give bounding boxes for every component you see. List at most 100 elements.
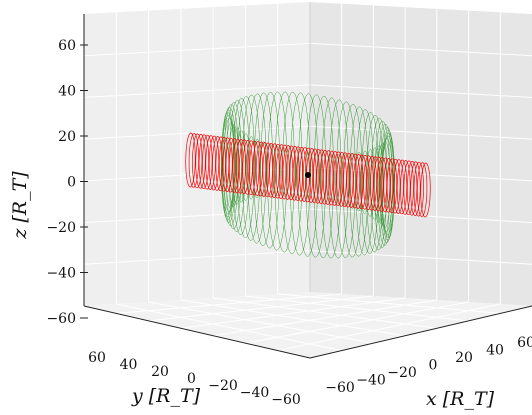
cylinder-ring xyxy=(363,155,374,211)
y-axis-ticks: 60 40 20 0 −20 −40 −60 xyxy=(88,350,301,408)
cylinder-ring xyxy=(232,138,243,194)
z-tick-label: 20 xyxy=(58,129,76,145)
cylinder-ring xyxy=(390,158,401,214)
cylinder-ring xyxy=(319,149,330,205)
cylinder-ring xyxy=(218,136,230,192)
grid-line xyxy=(116,303,342,352)
cylinder-ring xyxy=(249,140,260,196)
cylinder-ring xyxy=(192,133,203,189)
cylinder-ring xyxy=(292,146,304,202)
torus-wire xyxy=(361,112,380,254)
cylinder-ring xyxy=(333,151,344,207)
grid-line xyxy=(309,167,532,182)
cylinder-ring xyxy=(366,155,377,211)
y-tick-label: 20 xyxy=(151,364,169,380)
cylinder-ring xyxy=(393,159,404,214)
torus-wire xyxy=(225,101,242,230)
cylinder-ring xyxy=(242,139,253,195)
torus-wire xyxy=(282,91,303,255)
y-axis-label: y [R_T] xyxy=(131,385,201,407)
center-point xyxy=(305,172,311,178)
torus-wire xyxy=(267,91,288,251)
cylinder-ring xyxy=(269,143,280,199)
cylinder-ring xyxy=(235,139,247,194)
cylinder-ring xyxy=(289,145,300,201)
torus-wire xyxy=(236,96,255,238)
torus-series xyxy=(220,91,396,259)
cylinder-ring xyxy=(346,153,357,208)
x-tick-label: −20 xyxy=(387,365,417,381)
y-tick-label: 0 xyxy=(187,371,196,387)
cylinder-ring xyxy=(286,145,297,201)
cylinder-ring xyxy=(326,150,337,206)
cylinder-ring xyxy=(356,154,367,210)
z-tick-label: 40 xyxy=(58,84,76,100)
z-tick-label: 0 xyxy=(67,175,76,191)
cylinder-ring xyxy=(312,148,324,204)
y-tick-label: −40 xyxy=(240,385,270,401)
cylinder-ring xyxy=(208,135,220,191)
cylinder-ring xyxy=(259,142,270,197)
axis-edges xyxy=(83,2,532,359)
z-axis-label: z [R_T] xyxy=(9,171,31,240)
cylinder-ring xyxy=(255,141,267,197)
cylinder-ring xyxy=(222,137,233,193)
grid-line xyxy=(83,42,311,57)
x-tick-label: 0 xyxy=(429,358,438,374)
grid-line xyxy=(83,125,311,140)
y-axis-line xyxy=(83,305,311,359)
grid-line xyxy=(309,125,532,140)
cylinder-ring xyxy=(279,144,290,200)
torus-wire xyxy=(241,133,251,201)
cylinder-ring xyxy=(262,142,273,198)
y-tick-label: 40 xyxy=(120,357,138,373)
torus-wire xyxy=(273,145,281,197)
torus-wire xyxy=(328,153,335,203)
grid-line xyxy=(180,299,406,337)
cylinder-ring xyxy=(349,153,361,209)
cylinder-ring xyxy=(380,157,391,213)
cylinder-ring xyxy=(386,158,398,214)
grid-line xyxy=(309,84,532,98)
cylinder-ring xyxy=(316,149,327,205)
cylinder-ring xyxy=(225,137,236,193)
x-axis-label: x [R_T] xyxy=(426,388,495,410)
cylinder-ring xyxy=(339,152,351,208)
torus-wire xyxy=(228,99,246,233)
y-tick-label: −60 xyxy=(271,392,301,408)
cylinder-ring xyxy=(188,133,200,188)
torus-wire xyxy=(328,99,349,259)
cylinder-ring xyxy=(185,132,196,188)
torus-wire xyxy=(297,93,319,257)
z-tick-label: −40 xyxy=(46,266,76,282)
cylinder-ring xyxy=(410,161,421,217)
cylinder-ring xyxy=(322,150,334,205)
z-tick-label: −60 xyxy=(46,311,76,327)
grid-line xyxy=(213,299,437,337)
grid-line xyxy=(180,297,406,329)
torus-wire xyxy=(349,106,369,257)
cylinder-ring xyxy=(403,160,414,216)
y-tick-label: −20 xyxy=(208,378,238,394)
cylinder-ring xyxy=(369,156,381,211)
torus-wire xyxy=(223,104,239,227)
cylinder-ring xyxy=(416,162,428,217)
grid-line xyxy=(245,301,469,344)
grid-line xyxy=(277,303,501,352)
grid-line xyxy=(148,295,374,322)
x-tick-label: 60 xyxy=(517,335,532,351)
x-tick-label: −60 xyxy=(325,380,355,396)
torus-wire xyxy=(221,109,236,220)
cylinder-ring xyxy=(329,151,341,206)
grid-line xyxy=(116,293,342,314)
cylinder-ring xyxy=(353,154,364,209)
torus-wire xyxy=(259,141,268,198)
torus-wire xyxy=(365,149,375,217)
grid-line xyxy=(245,295,469,322)
cylinder-ring xyxy=(376,157,388,212)
cylinder-ring xyxy=(296,146,307,202)
z-tick-label: −20 xyxy=(46,220,76,236)
z-tick-label: 60 xyxy=(58,38,76,54)
cylinder-ring xyxy=(195,133,206,189)
